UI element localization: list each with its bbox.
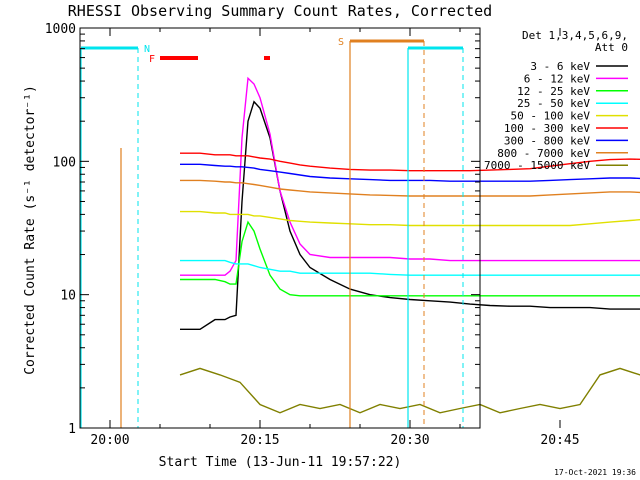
legend-entry-label-7: 800 - 7000 keV — [497, 147, 590, 160]
y-tick-label-1: 10 — [60, 289, 76, 304]
x-tick-label-3: 20:45 — [540, 433, 579, 448]
legend-entry-label-4: 50 - 100 keV — [511, 110, 591, 123]
y-axis-ticks: 1 10 100 1000 — [45, 22, 480, 437]
legend-header-line-1: Det 1,3,4,5,6,9, — [522, 29, 628, 42]
series-line-6 — [180, 163, 640, 182]
x-tick-label-2: 20:30 — [390, 433, 429, 448]
x-tick-label-1: 20:15 — [240, 433, 279, 448]
series-line-3 — [180, 259, 640, 276]
legend-entry-label-8: 7000 - 15000 keV — [484, 159, 590, 172]
y-tick-label-0: 1 — [68, 422, 76, 437]
flag-layer: NF S — [80, 37, 464, 428]
plot-frame — [79, 27, 481, 429]
series-line-5 — [180, 152, 640, 172]
y-tick-label-3: 1000 — [45, 22, 76, 37]
flag-label-1: F — [149, 54, 155, 65]
flag-label-2: S — [338, 37, 344, 48]
legend-entry-label-2: 12 - 25 keV — [517, 85, 590, 98]
series-line-1 — [180, 76, 640, 276]
series-line-2 — [180, 220, 640, 297]
legend-entry-label-0: 3 - 6 keV — [530, 60, 590, 73]
flag-label-0: N — [144, 44, 150, 55]
legend-entry-label-5: 100 - 300 keV — [504, 122, 590, 135]
x-axis-label: Start Time (13-Jun-11 19:57:22) — [159, 455, 402, 470]
legend-entry-label-1: 6 - 12 keV — [524, 72, 591, 85]
legend-entry-label-6: 300 - 800 keV — [504, 134, 590, 147]
series-line-0 — [180, 100, 640, 330]
generation-timestamp: 17-Oct-2021 19:36 — [554, 468, 636, 477]
chart-title: RHESSI Observing Summary Count Rates, Co… — [68, 2, 492, 20]
series-line-8 — [179, 367, 640, 414]
y-tick-label-2: 100 — [53, 155, 76, 170]
legend-header-line-2: Att 0 — [595, 41, 628, 54]
legend-entry-label-3: 25 - 50 keV — [517, 97, 590, 110]
x-tick-label-0: 20:00 — [90, 433, 129, 448]
series-layer — [179, 76, 640, 414]
series-line-4 — [180, 210, 640, 227]
series-line-7 — [180, 179, 640, 197]
y-axis-label: Corrected Count Rate (s⁻¹ detector⁻¹) — [23, 85, 38, 375]
